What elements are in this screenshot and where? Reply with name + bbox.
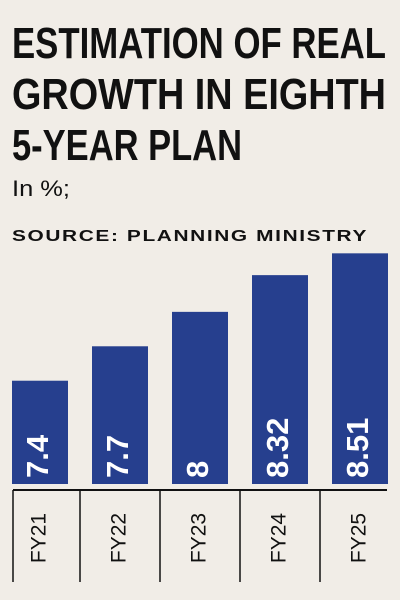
chart-subtitle: In %; [12, 176, 70, 201]
x-tick-label: FY23 [188, 513, 211, 563]
chart-source: SOURCE: PLANNING MINISTRY [12, 228, 368, 245]
x-tick-label: FY24 [268, 513, 291, 564]
value-label: 8.51 [340, 418, 375, 478]
chart-title: GROWTH IN EIGHTH [12, 70, 386, 119]
bar [92, 346, 148, 484]
value-label: 7.4 [20, 434, 55, 478]
chart-title: ESTIMATION OF REAL [12, 19, 386, 68]
bar [252, 275, 308, 484]
value-label: 8.32 [260, 418, 295, 478]
x-tick-label: FY25 [348, 513, 371, 563]
bar [332, 253, 388, 484]
bar [172, 311, 228, 484]
bar [12, 380, 68, 484]
x-tick-label: FY22 [108, 513, 131, 563]
value-label: 7.7 [100, 435, 135, 478]
chart-title: 5-YEAR PLAN [12, 121, 242, 170]
value-label: 8 [180, 461, 215, 478]
x-tick-label: FY21 [28, 513, 51, 563]
